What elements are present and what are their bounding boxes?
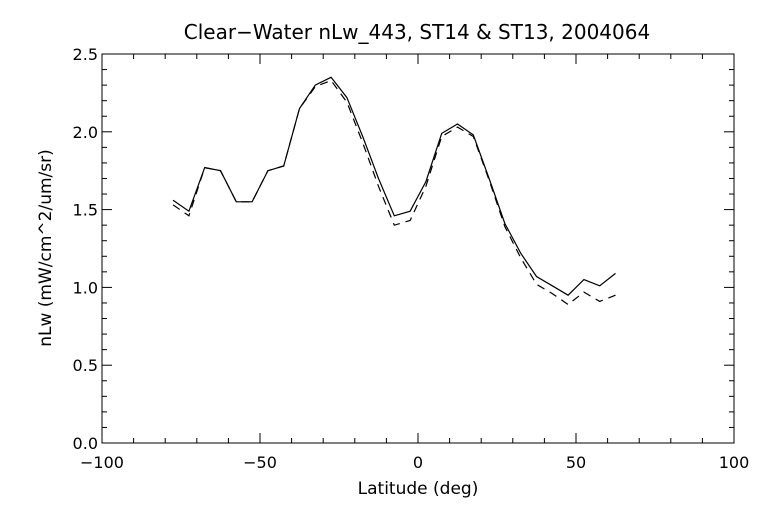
x-tick-label: −100 (80, 453, 124, 472)
series-line-solid (172, 76, 616, 296)
x-tick-label: 0 (413, 453, 423, 472)
y-tick-label: 0.5 (73, 356, 98, 375)
y-tick-label: 2.0 (73, 123, 98, 142)
x-tick-label: 100 (719, 453, 750, 472)
y-tick-label: 2.5 (73, 45, 98, 64)
x-tick-labels: −100 −50 0 50 100 (80, 453, 749, 472)
axis-ticks (101, 53, 735, 444)
x-tick-label: −50 (243, 453, 277, 472)
y-tick-label: 1.5 (73, 201, 98, 220)
x-tick-label: 50 (566, 453, 586, 472)
y-tick-label: 1.0 (73, 278, 98, 297)
series-lines (172, 76, 616, 306)
plot-frame (101, 53, 735, 444)
y-tick-labels: 0.0 0.5 1.0 1.5 2.0 2.5 (73, 45, 98, 453)
y-tick-label: 0.0 (73, 434, 98, 453)
x-axis-label: Latitude (deg) (358, 479, 479, 499)
series-line-dashed (172, 79, 616, 306)
y-axis-label: nLw (mW/cm^2/um/sr) (36, 149, 56, 347)
chart-title: Clear−Water nLw_443, ST14 & ST13, 200406… (184, 20, 650, 44)
